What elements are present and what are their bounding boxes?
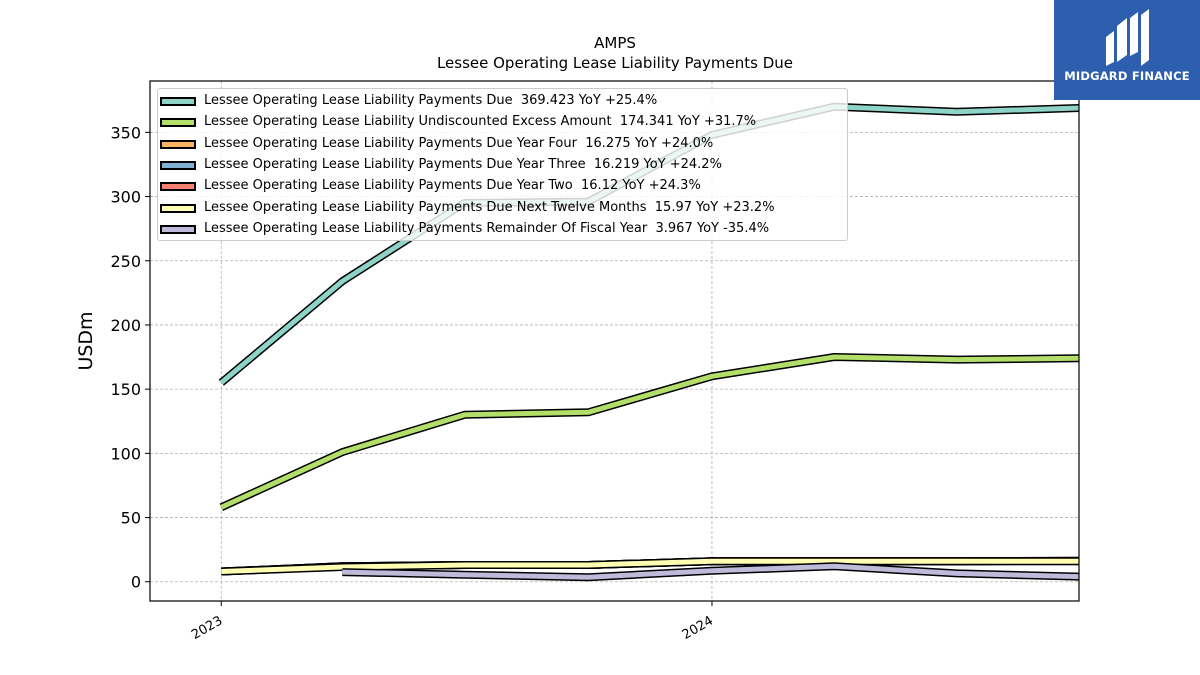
y-tick-label: 200 (110, 316, 141, 335)
legend-label: Lessee Operating Lease Liability Payment… (204, 199, 775, 215)
legend-item: Lessee Operating Lease Liability Undisco… (158, 112, 847, 133)
series-outline-1 (219, 353, 1080, 511)
legend-swatch (160, 224, 196, 234)
y-tick-label: 250 (110, 252, 141, 271)
legend-item: Lessee Operating Lease Liability Payment… (158, 155, 847, 176)
legend-swatch (160, 160, 196, 170)
chart-title: AMPS (594, 34, 636, 52)
legend-item: Lessee Operating Lease Liability Payment… (158, 91, 847, 112)
legend-item: Lessee Operating Lease Liability Payment… (158, 198, 847, 219)
series-line-6 (342, 563, 1080, 580)
legend-label: Lessee Operating Lease Liability Undisco… (204, 114, 757, 130)
legend-label: Lessee Operating Lease Liability Payment… (204, 156, 722, 172)
series-line-1 (220, 354, 1080, 510)
legend-swatch (160, 203, 196, 213)
legend-item: Lessee Operating Lease Liability Payment… (158, 176, 847, 197)
y-axis-label: USDm (75, 311, 97, 370)
legend-label: Lessee Operating Lease Liability Payment… (204, 93, 658, 108)
y-tick-label: 0 (131, 573, 141, 592)
legend-item: Lessee Operating Lease Liability Payment… (158, 134, 847, 155)
legend-swatch (160, 97, 196, 106)
legend-swatch (160, 182, 196, 192)
y-tick-label: 300 (110, 188, 141, 207)
legend-label: Lessee Operating Lease Liability Payment… (204, 135, 714, 151)
legend-label: Lessee Operating Lease Liability Payment… (204, 178, 701, 194)
chart-subtitle: Lessee Operating Lease Liability Payment… (437, 54, 793, 72)
legend-swatch (160, 139, 196, 149)
series-line-5 (221, 558, 1079, 574)
legend-item: Lessee Operating Lease Liability Payment… (158, 219, 847, 240)
legend-label: Lessee Operating Lease Liability Payment… (204, 220, 770, 236)
x-axis: 2023 2024 (189, 601, 716, 643)
brand-mark-icon (1106, 9, 1149, 66)
plot-area-frame (149, 80, 1080, 602)
y-tick-label: 150 (110, 380, 141, 399)
brand-logo: MIDGARD FINANCE (1054, 0, 1200, 100)
chart-legend: Lessee Operating Lease Liability Payment… (157, 88, 848, 241)
y-tick-label: 100 (110, 444, 141, 463)
brand-name: MIDGARD FINANCE (1064, 69, 1190, 83)
x-tick-label: 2023 (189, 613, 225, 643)
y-axis: 0 50 100 150 200 250 300 350 (110, 123, 150, 592)
y-tick-label: 350 (110, 123, 141, 142)
y-tick-label: 50 (121, 509, 141, 528)
legend-swatch (160, 118, 196, 128)
x-tick-label: 2024 (680, 613, 716, 643)
